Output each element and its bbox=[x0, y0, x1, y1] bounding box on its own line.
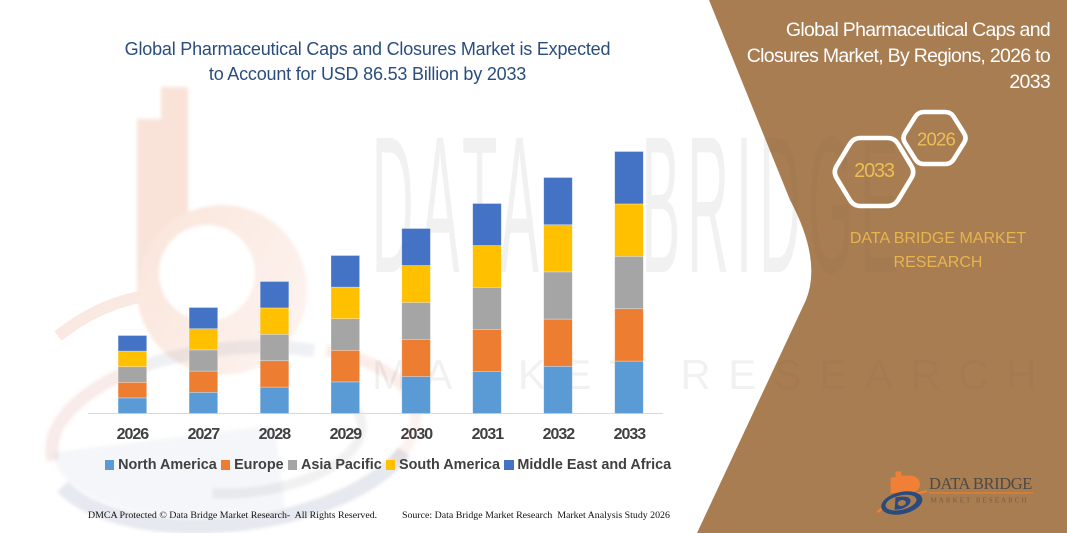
svg-text:MARKET RESEARCH: MARKET RESEARCH bbox=[931, 497, 1029, 505]
svg-text:DATA BRIDGE: DATA BRIDGE bbox=[929, 474, 1032, 493]
svg-text:2026: 2026 bbox=[917, 129, 955, 150]
svg-text:DATA: DATA bbox=[372, 97, 546, 314]
svg-text:2033: 2033 bbox=[854, 160, 895, 182]
